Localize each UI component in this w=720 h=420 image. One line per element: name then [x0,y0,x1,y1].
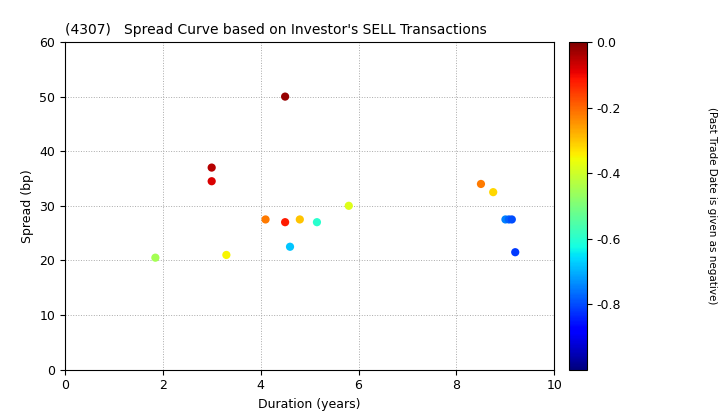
Point [475,181,487,187]
Point [206,164,217,171]
Point [279,93,291,100]
Point [279,219,291,226]
Point [506,216,518,223]
Point [150,254,161,261]
Point [500,216,511,223]
Point [487,189,499,196]
Text: (4307)   Spread Curve based on Investor's SELL Transactions: (4307) Spread Curve based on Investor's … [65,23,487,37]
Point [510,249,521,255]
X-axis label: Duration (years): Duration (years) [258,398,361,411]
Point [294,216,305,223]
Point [220,252,232,258]
Point [343,202,354,209]
Point [284,243,296,250]
Point [206,178,217,184]
Y-axis label: Time in years between 5/2/2025 and Trade Date
(Past Trade Date is given as negat: Time in years between 5/2/2025 and Trade… [708,80,720,331]
Y-axis label: Spread (bp): Spread (bp) [21,169,34,243]
Point [503,216,515,223]
Point [311,219,323,226]
Point [260,216,271,223]
